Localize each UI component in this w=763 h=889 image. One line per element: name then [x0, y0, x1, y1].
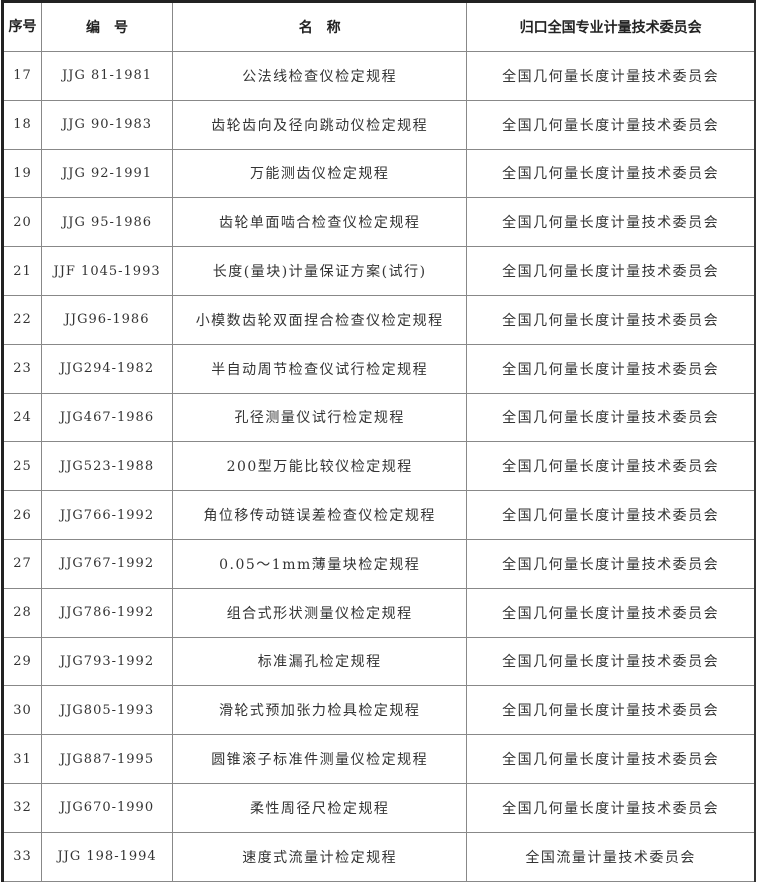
name-cell: 角位移传动链误差检查仪检定规程: [172, 490, 468, 540]
committee-cell: 全国几何量长度计量技术委员会: [466, 148, 756, 199]
header-code: 编 号: [41, 1, 174, 52]
name-cell: 公法线检查仪检定规程: [172, 51, 468, 101]
code-cell: JJG 92-1991: [41, 148, 174, 199]
code-cell: JJG523-1988: [41, 441, 174, 492]
seq-cell: 28: [1, 587, 43, 638]
header-committee: 归口全国专业计量技术委员会: [466, 1, 756, 52]
committee-cell: 全国几何量长度计量技术委员会: [466, 685, 756, 736]
table-row: 31 JJG887-1995 圆锥滚子标准件测量仪检定规程 全国几何量长度计量技术委员…: [1, 734, 756, 784]
seq-cell: 20: [1, 197, 43, 248]
name-cell: 小模数齿轮双面捏合检查仪检定规程: [172, 294, 468, 345]
code-cell: JJG294-1982: [41, 343, 174, 394]
committee-cell: 全国几何量长度计量技术委员会: [466, 294, 756, 345]
seq-cell: 29: [1, 636, 43, 687]
code-cell: JJG786-1992: [41, 587, 174, 638]
seq-cell: 23: [1, 343, 43, 394]
code-cell: JJG467-1986: [41, 392, 174, 443]
committee-cell: 全国几何量长度计量技术委员会: [466, 246, 756, 296]
header-seq: 序号: [1, 1, 43, 52]
committee-cell: 全国流量计量技术委员会: [466, 831, 756, 882]
seq-cell: 27: [1, 538, 43, 589]
name-cell: 200型万能比较仪检定规程: [172, 441, 468, 492]
code-cell: JJG805-1993: [41, 685, 174, 736]
committee-cell: 全国几何量长度计量技术委员会: [466, 392, 756, 443]
name-cell: 速度式流量计检定规程: [172, 831, 468, 882]
table-row: 27 JJG767-1992 0.05～1mm薄量块检定规程 全国几何量长度计量技术委…: [1, 538, 756, 589]
seq-cell: 18: [1, 99, 43, 150]
committee-cell: 全国几何量长度计量技术委员会: [466, 636, 756, 687]
code-cell: JJF 1045-1993: [41, 246, 174, 296]
table-row: 21 JJF 1045-1993 长度(量块)计量保证方案(试行) 全国几何量长度计量…: [1, 246, 756, 296]
table-row: 20 JJG 95-1986 齿轮单面啮合检查仪检定规程 全国几何量长度计量技术委员会: [1, 197, 756, 248]
name-cell: 标准漏孔检定规程: [172, 636, 468, 687]
seq-cell: 25: [1, 441, 43, 492]
table-row: 22 JJG96-1986 小模数齿轮双面捏合检查仪检定规程 全国几何量长度计量技术委…: [1, 294, 756, 345]
table-row: 17 JJG 81-1981 公法线检查仪检定规程 全国几何量长度计量技术委员会: [1, 51, 756, 101]
seq-cell: 30: [1, 685, 43, 736]
code-cell: JJG887-1995: [41, 734, 174, 784]
name-cell: 孔径测量仪试行检定规程: [172, 392, 468, 443]
table-row: 30 JJG805-1993 滑轮式预加张力检具检定规程 全国几何量长度计量技术委员会: [1, 685, 756, 736]
table-row: 29 JJG793-1992 标准漏孔检定规程 全国几何量长度计量技术委员会: [1, 636, 756, 687]
committee-cell: 全国几何量长度计量技术委员会: [466, 99, 756, 150]
committee-cell: 全国几何量长度计量技术委员会: [466, 587, 756, 638]
name-cell: 圆锥滚子标准件测量仪检定规程: [172, 734, 468, 784]
name-cell: 半自动周节检查仪试行检定规程: [172, 343, 468, 394]
header-name: 名 称: [172, 1, 468, 52]
committee-cell: 全国几何量长度计量技术委员会: [466, 51, 756, 101]
committee-cell: 全国几何量长度计量技术委员会: [466, 782, 756, 833]
name-cell: 长度(量块)计量保证方案(试行): [172, 246, 468, 296]
seq-cell: 22: [1, 294, 43, 345]
table-row: 25 JJG523-1988 200型万能比较仪检定规程 全国几何量长度计量技术委员会: [1, 441, 756, 492]
table-row: 24 JJG467-1986 孔径测量仪试行检定规程 全国几何量长度计量技术委员会: [1, 392, 756, 443]
seq-cell: 31: [1, 734, 43, 784]
seq-cell: 32: [1, 782, 43, 833]
code-cell: JJG670-1990: [41, 782, 174, 833]
table-row: 23 JJG294-1982 半自动周节检查仪试行检定规程 全国几何量长度计量技术委员…: [1, 343, 756, 394]
seq-cell: 33: [1, 831, 43, 882]
name-cell: 齿轮齿向及径向跳动仪检定规程: [172, 99, 468, 150]
committee-cell: 全国几何量长度计量技术委员会: [466, 197, 756, 248]
table-row: 18 JJG 90-1983 齿轮齿向及径向跳动仪检定规程 全国几何量长度计量技术委员…: [1, 99, 756, 150]
table-row: 28 JJG786-1992 组合式形状测量仪检定规程 全国几何量长度计量技术委员会: [1, 587, 756, 638]
code-cell: JJG 95-1986: [41, 197, 174, 248]
name-cell: 柔性周径尺检定规程: [172, 782, 468, 833]
seq-cell: 24: [1, 392, 43, 443]
committee-cell: 全国几何量长度计量技术委员会: [466, 441, 756, 492]
code-cell: JJG96-1986: [41, 294, 174, 345]
code-cell: JJG766-1992: [41, 490, 174, 540]
table-header-row: 序号 编 号 名 称 归口全国专业计量技术委员会: [1, 1, 756, 52]
table-row: 32 JJG670-1990 柔性周径尺检定规程 全国几何量长度计量技术委员会: [1, 782, 756, 833]
seq-cell: 17: [1, 51, 43, 101]
name-cell: 齿轮单面啮合检查仪检定规程: [172, 197, 468, 248]
name-cell: 组合式形状测量仪检定规程: [172, 587, 468, 638]
name-cell: 万能测齿仪检定规程: [172, 148, 468, 199]
committee-cell: 全国几何量长度计量技术委员会: [466, 490, 756, 540]
code-cell: JJG 90-1983: [41, 99, 174, 150]
table-row: 33 JJG 198-1994 速度式流量计检定规程 全国流量计量技术委员会: [1, 831, 756, 882]
seq-cell: 19: [1, 148, 43, 199]
committee-cell: 全国几何量长度计量技术委员会: [466, 538, 756, 589]
code-cell: JJG793-1992: [41, 636, 174, 687]
code-cell: JJG 198-1994: [41, 831, 174, 882]
table-row: 19 JJG 92-1991 万能测齿仪检定规程 全国几何量长度计量技术委员会: [1, 148, 756, 199]
table-row: 26 JJG766-1992 角位移传动链误差检查仪检定规程 全国几何量长度计量技术委…: [1, 490, 756, 540]
code-cell: JJG767-1992: [41, 538, 174, 589]
committee-cell: 全国几何量长度计量技术委员会: [466, 343, 756, 394]
committee-cell: 全国几何量长度计量技术委员会: [466, 734, 756, 784]
name-cell: 0.05～1mm薄量块检定规程: [172, 538, 468, 589]
seq-cell: 26: [1, 490, 43, 540]
name-cell: 滑轮式预加张力检具检定规程: [172, 685, 468, 736]
code-cell: JJG 81-1981: [41, 51, 174, 101]
seq-cell: 21: [1, 246, 43, 296]
